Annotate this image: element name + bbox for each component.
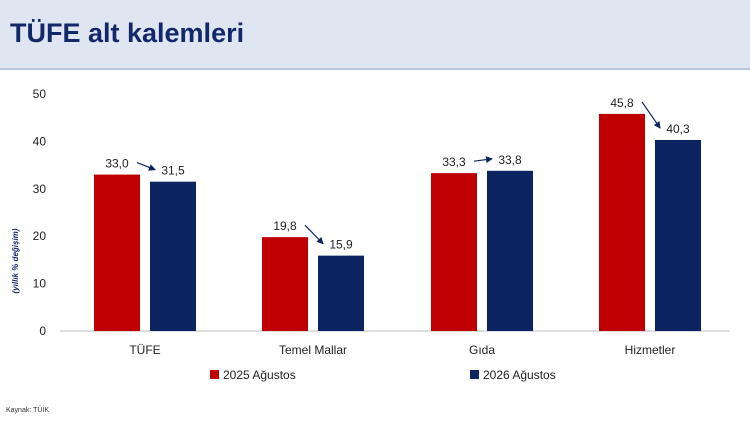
data-label: 19,8	[273, 219, 297, 233]
data-label: 31,5	[161, 164, 185, 178]
y-axis-label: (yıllık % değişim)	[11, 228, 20, 293]
legend-label: 2025 Ağustos	[223, 368, 296, 382]
change-arrow	[473, 156, 493, 164]
legend-label: 2026 Ağustos	[483, 368, 556, 382]
bar	[599, 113, 645, 331]
data-label: 40,3	[666, 122, 690, 136]
bar	[431, 173, 477, 331]
header-bar: TÜFE alt kalemleri	[0, 0, 750, 70]
change-arrow	[304, 224, 324, 245]
data-label: 45,8	[610, 96, 634, 110]
change-arrow	[136, 162, 156, 171]
x-tick-label: Hizmetler	[625, 343, 676, 357]
x-tick-label: Temel Mallar	[279, 343, 347, 357]
y-tick-label: 20	[33, 229, 47, 243]
bar-chart: (yıllık % değişim) 0 10 20 30 40 50 33,0 31,5 1…	[11, 87, 730, 382]
y-tick-label: 30	[33, 182, 47, 196]
bar	[318, 255, 364, 331]
y-tick-label: 50	[33, 87, 47, 101]
y-tick-label: 40	[33, 134, 47, 148]
page-title: TÜFE alt kalemleri	[10, 18, 245, 48]
y-tick-label: 0	[39, 324, 46, 338]
data-label: 33,8	[498, 153, 522, 167]
x-tick-label: Gıda	[469, 343, 495, 357]
bar	[94, 174, 140, 331]
bar	[150, 181, 196, 331]
data-label: 33,3	[442, 155, 466, 169]
data-label: 15,9	[329, 238, 353, 252]
legend-swatch	[470, 370, 479, 379]
change-arrow	[641, 101, 661, 129]
bar	[655, 139, 701, 331]
y-tick-label: 10	[33, 277, 47, 291]
bar	[487, 170, 533, 331]
x-tick-label: TÜFE	[129, 343, 160, 357]
bar	[262, 237, 308, 331]
source-note: Kaynak: TÜİK	[6, 407, 50, 414]
legend-swatch	[210, 370, 219, 379]
data-label: 33,0	[105, 157, 129, 171]
